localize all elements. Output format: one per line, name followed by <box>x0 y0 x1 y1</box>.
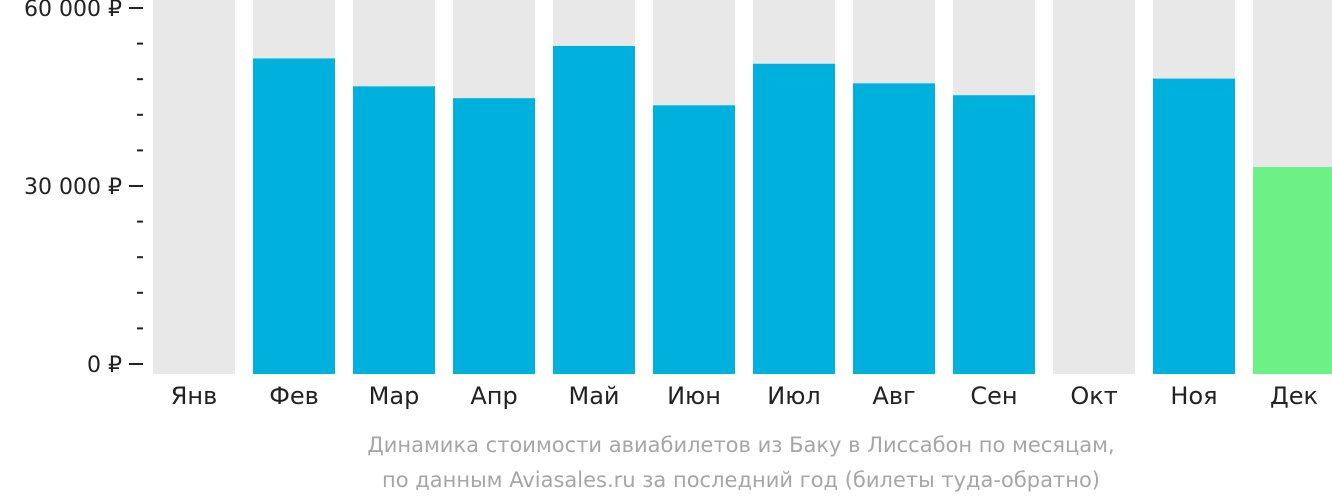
x-tick-label-4: Май <box>568 382 619 410</box>
bar-5 <box>653 105 735 374</box>
bar-4 <box>553 45 635 375</box>
bar-10 <box>1153 78 1235 375</box>
bars <box>253 45 1332 375</box>
x-tick-label-10: Ноя <box>1170 382 1217 410</box>
bar-2 <box>353 86 435 374</box>
bar-3 <box>453 98 535 374</box>
x-tick-label-9: Окт <box>1070 382 1117 410</box>
chart-caption-line1: Динамика стоимости авиабилетов из Баку в… <box>367 433 1114 457</box>
bar-track-0 <box>153 0 235 374</box>
bar-6 <box>753 63 835 374</box>
x-tick-label-2: Мар <box>369 382 420 410</box>
x-axis: Янв Фев Мар Апр Май Июн Июл Авг Сен Окт Ноя Дек <box>171 382 1318 410</box>
x-tick-label-5: Июн <box>667 382 721 410</box>
x-tick-label-1: Фев <box>269 382 319 410</box>
y-axis: 60 000 ₽ 30 000 ₽ 0 ₽ <box>24 0 143 378</box>
bar-8 <box>953 95 1035 374</box>
bar-7 <box>853 83 935 374</box>
x-tick-label-6: Июл <box>767 382 821 410</box>
bar-track-9 <box>1053 0 1135 374</box>
bar-11 <box>1253 167 1332 374</box>
y-tick-label-0: 60 000 ₽ <box>24 0 122 22</box>
x-tick-label-11: Дек <box>1270 382 1318 410</box>
x-tick-label-0: Янв <box>171 382 218 410</box>
x-tick-label-7: Авг <box>872 382 915 410</box>
bar-1 <box>253 58 335 374</box>
x-tick-label-3: Апр <box>470 382 517 410</box>
y-tick-label-2: 0 ₽ <box>87 353 122 378</box>
chart-caption-line2: по данным Aviasales.ru за последний год … <box>382 468 1100 492</box>
y-tick-label-1: 30 000 ₽ <box>24 175 122 200</box>
x-tick-label-8: Сен <box>970 382 1017 410</box>
